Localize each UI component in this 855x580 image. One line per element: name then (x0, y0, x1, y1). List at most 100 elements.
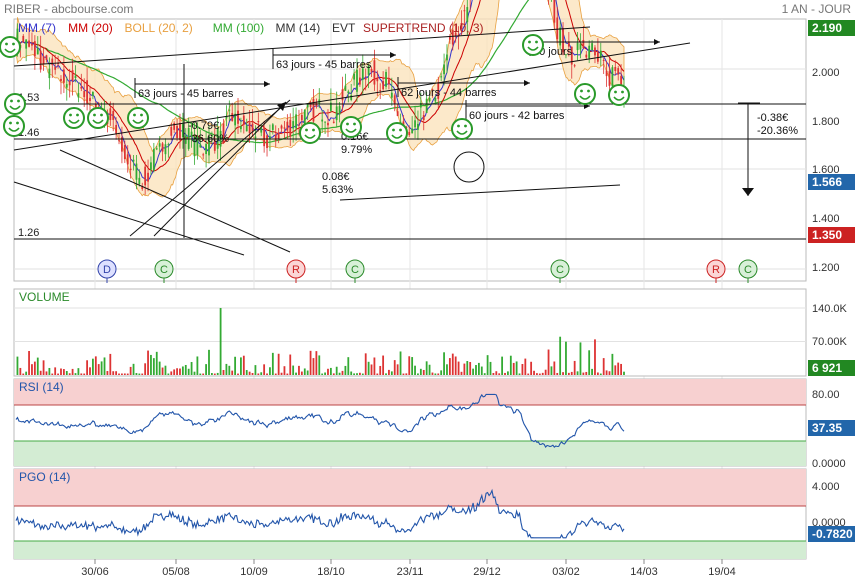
volume-bar (240, 357, 242, 375)
volume-bar (361, 373, 364, 375)
legend-mm20[interactable]: MM (20) (68, 21, 113, 35)
legend-mm7[interactable]: MM (7) (18, 21, 56, 35)
volume-bar (422, 369, 425, 375)
volume-bar (141, 373, 144, 375)
candle (42, 56, 45, 65)
volume-bar (48, 367, 51, 375)
signal-badge: C (154, 259, 174, 283)
volume-bar (480, 366, 483, 375)
candle (141, 185, 144, 190)
pgo-low-zone (14, 541, 806, 559)
volume-bar (530, 361, 533, 375)
legend-mm14[interactable]: MM (14) (276, 21, 321, 35)
candle (283, 127, 286, 129)
volume-bar (393, 360, 396, 375)
volume-bar (126, 373, 129, 375)
candle (167, 144, 170, 146)
volume-bar (567, 372, 570, 375)
signal-badge: R (286, 259, 306, 283)
candle (115, 125, 118, 134)
volume-bar (25, 371, 28, 375)
volume-bar (123, 373, 126, 375)
volume-bar (536, 373, 538, 375)
volume-bar (210, 373, 213, 375)
price-tick: 1.600 (812, 164, 840, 176)
volume-bar (431, 372, 434, 375)
candle (45, 55, 48, 60)
candle (617, 68, 620, 75)
candle (463, 10, 466, 12)
candle (254, 136, 257, 139)
volume-tick: 140.0K (812, 303, 848, 315)
candle (161, 143, 164, 152)
candle (579, 43, 582, 50)
volume-bar (359, 372, 361, 375)
right-axis: 2.000 1.800 1.600 1.400 1.200 2.190 1.566 1.350… (808, 20, 855, 542)
volume-bar (448, 358, 451, 375)
candle (216, 128, 219, 149)
candle (454, 32, 457, 37)
change-abs: 0.08€ (322, 171, 350, 183)
candle (556, 17, 559, 40)
volume-bar (77, 368, 80, 375)
candle (126, 154, 129, 165)
x-tick-label: 30/06 (81, 566, 109, 578)
volume-bar (254, 365, 257, 375)
candle (408, 131, 411, 135)
legend-supertrend[interactable]: SUPERTREND (10, 3) (363, 21, 483, 35)
candle (234, 113, 237, 126)
volume-bar (544, 369, 547, 375)
smiley-icon (574, 83, 596, 105)
candle (448, 36, 451, 40)
candle (184, 135, 187, 144)
period-label: 60 jours - 42 barres (469, 110, 565, 122)
legend-evt[interactable]: EVT (332, 21, 356, 35)
volume-bar (419, 368, 422, 375)
candle (591, 43, 593, 51)
candle (422, 115, 425, 121)
volume-bar (161, 367, 164, 375)
volume-bar (158, 361, 161, 375)
candle (36, 48, 39, 55)
volume-bar (16, 356, 19, 375)
pgo-title: PGO (14) (19, 470, 70, 484)
candle (74, 75, 77, 78)
legend-boll[interactable]: BOLL (20, 2) (125, 21, 193, 35)
volume-bar (315, 351, 318, 375)
volume-bar (298, 365, 300, 375)
volume-bar (327, 368, 329, 375)
candle (324, 121, 326, 123)
volume-bar (242, 355, 245, 375)
candle (361, 68, 364, 81)
volume-bar (213, 373, 216, 375)
candle (260, 127, 263, 133)
x-tick-label: 23/11 (397, 566, 424, 578)
candle (210, 135, 213, 137)
volume-bar (588, 350, 591, 375)
candle (248, 122, 251, 134)
signal-badge: C (345, 259, 365, 283)
candle (585, 54, 588, 58)
volume-bar (309, 350, 312, 375)
volume-bar (251, 373, 254, 375)
volume-bar (269, 367, 271, 375)
svg-text:C: C (160, 264, 168, 276)
volume-bar (193, 371, 196, 375)
candle (329, 102, 332, 111)
volume-bar (507, 371, 509, 375)
volume-bar (457, 361, 460, 375)
volume-bar (614, 365, 617, 375)
candle (158, 143, 161, 147)
candle (51, 58, 54, 66)
chart-title: RIBER - abcbourse.com (4, 2, 133, 16)
period-label[interactable]: 1 AN - JOUR (782, 2, 852, 16)
legend-mm100[interactable]: MM (100) (213, 21, 264, 35)
candle (295, 114, 297, 129)
candle (280, 125, 283, 129)
volume-bar (504, 372, 506, 375)
volume-bar (486, 355, 489, 375)
volume-bar (521, 363, 524, 375)
volume-bar (225, 363, 228, 375)
candle (605, 70, 608, 77)
volume-bar (147, 350, 149, 375)
